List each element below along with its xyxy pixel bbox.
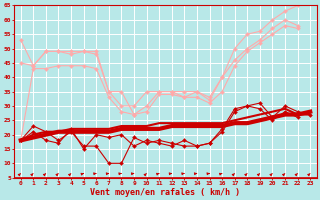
X-axis label: Vent moyen/en rafales ( km/h ): Vent moyen/en rafales ( km/h ) [91, 188, 241, 197]
